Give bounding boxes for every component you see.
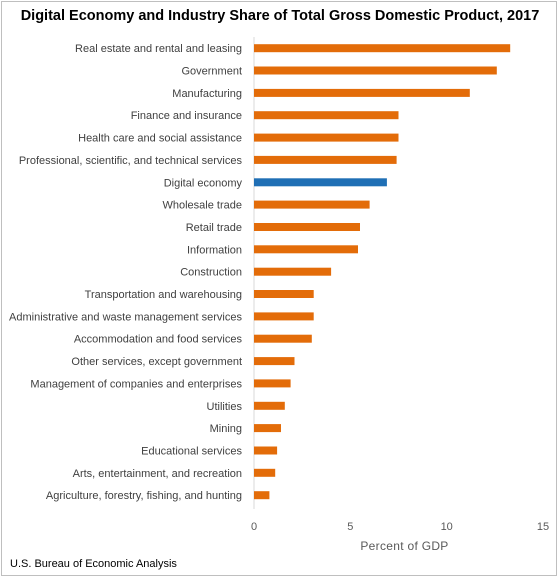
category-label: Utilities xyxy=(207,401,243,413)
bar xyxy=(254,44,511,53)
chart-title: Digital Economy and Industry Share of To… xyxy=(20,8,540,24)
category-label: Information xyxy=(187,244,242,256)
category-label: Wholesale trade xyxy=(163,200,243,212)
category-label: Professional, scientific, and technical … xyxy=(19,155,243,167)
category-label: Administrative and waste management serv… xyxy=(9,311,242,323)
bar xyxy=(254,290,314,298)
category-label: Retail trade xyxy=(186,222,242,234)
bar xyxy=(254,468,276,477)
bar xyxy=(254,334,312,343)
bar xyxy=(254,133,399,142)
bar xyxy=(254,267,332,276)
bar xyxy=(254,245,358,254)
x-tick-label: 5 xyxy=(347,521,353,533)
x-tick-label: 15 xyxy=(537,521,549,533)
category-label: Government xyxy=(181,66,242,78)
category-label: Manufacturing xyxy=(172,88,242,100)
bar xyxy=(254,312,314,321)
bar xyxy=(254,178,387,187)
bar xyxy=(254,111,399,120)
bar xyxy=(254,88,470,97)
category-label: Educational services xyxy=(141,446,242,458)
category-label: Agriculture, forestry, fishing, and hunt… xyxy=(46,490,242,502)
category-label: Digital economy xyxy=(164,177,243,189)
bar xyxy=(254,223,360,231)
category-label: Real estate and rental and leasing xyxy=(75,43,242,55)
x-axis-title: Percent of GDP xyxy=(360,539,448,553)
x-tick-label: 10 xyxy=(441,521,453,533)
source-note: U.S. Bureau of Economic Analysis xyxy=(10,558,177,570)
bar xyxy=(254,66,497,75)
bar xyxy=(254,424,281,433)
category-label: Mining xyxy=(210,423,242,435)
category-label: Construction xyxy=(180,267,242,279)
bar xyxy=(254,401,285,410)
bar xyxy=(254,379,291,388)
category-label: Accommodation and food services xyxy=(74,334,243,346)
category-label: Finance and insurance xyxy=(131,110,242,122)
x-tick-label: 0 xyxy=(251,521,257,533)
bar xyxy=(254,491,270,500)
bar xyxy=(254,155,397,164)
bar xyxy=(254,200,370,209)
bar xyxy=(254,357,295,366)
category-label: Arts, entertainment, and recreation xyxy=(73,468,242,480)
category-label: Management of companies and enterprises xyxy=(30,378,242,390)
bar xyxy=(254,446,278,455)
category-label: Health care and social assistance xyxy=(78,133,242,145)
category-label: Transportation and warehousing xyxy=(85,289,242,301)
category-label: Other services, except government xyxy=(71,356,242,368)
